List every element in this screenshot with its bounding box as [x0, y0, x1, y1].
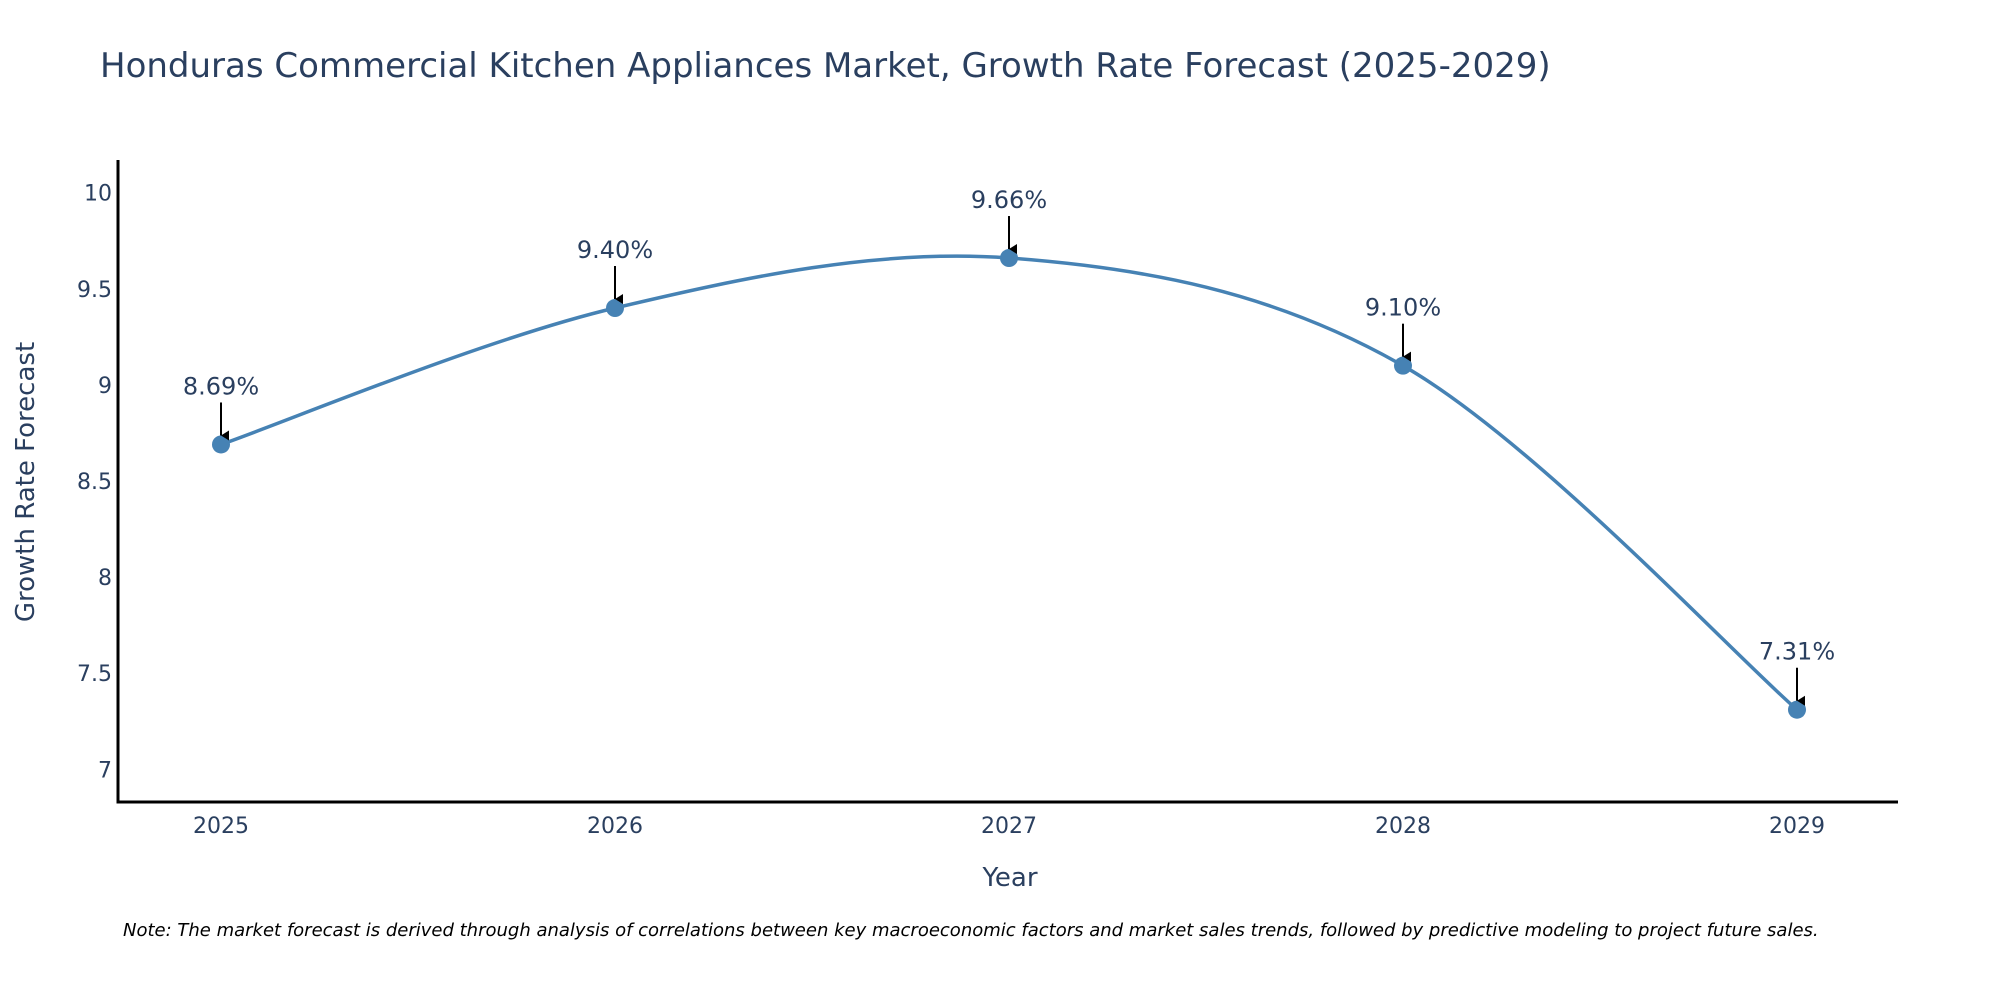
y-axis-title: Growth Rate Forecast — [11, 342, 41, 622]
x-tick-label: 2028 — [1375, 814, 1431, 839]
x-tick-label: 2029 — [1769, 814, 1825, 839]
y-tick-label: 7 — [98, 758, 112, 783]
x-axis-title: Year — [981, 863, 1037, 893]
data-label: 9.10% — [1365, 294, 1441, 322]
chart-title: Honduras Commercial Kitchen Appliances M… — [100, 46, 1551, 86]
data-label: 7.31% — [1759, 638, 1835, 666]
x-tick-label: 2026 — [587, 814, 643, 839]
data-point-marker — [1000, 249, 1018, 268]
data-label: 9.66% — [971, 186, 1047, 214]
data-point-marker — [606, 299, 624, 318]
data-point-marker — [1788, 700, 1806, 719]
x-tick-label: 2025 — [193, 814, 249, 839]
data-markers — [212, 249, 1806, 719]
data-label: 8.69% — [183, 372, 259, 400]
data-label: 9.40% — [577, 236, 653, 264]
data-annotations: 8.69% 9.40% 9.66% 9.10% 7.31% — [183, 186, 1835, 706]
y-axis-ticks: 7 7.5 8 8.5 9 9.5 10 — [77, 182, 112, 784]
data-point-marker — [212, 435, 230, 454]
y-tick-label: 8 — [98, 566, 112, 591]
footnote: Note: The market forecast is derived thr… — [123, 920, 1819, 941]
x-axis-ticks: 2025 2026 2027 2028 2029 — [193, 814, 1825, 839]
y-tick-label: 9.5 — [77, 278, 112, 303]
data-point-marker — [1394, 356, 1412, 375]
y-tick-label: 8.5 — [77, 470, 112, 495]
x-tick-label: 2027 — [981, 814, 1037, 839]
series-line — [220, 254, 1799, 712]
y-tick-label: 7.5 — [77, 662, 112, 687]
y-tick-label: 9 — [98, 374, 112, 399]
y-tick-label: 10 — [84, 182, 112, 207]
